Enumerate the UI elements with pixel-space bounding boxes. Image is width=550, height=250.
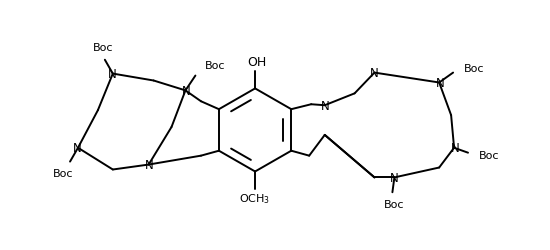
Text: N: N [182, 85, 191, 98]
Text: OH: OH [248, 56, 267, 69]
Text: OCH$_3$: OCH$_3$ [239, 192, 271, 206]
Text: N: N [107, 68, 116, 81]
Text: Boc: Boc [53, 170, 73, 179]
Text: N: N [73, 142, 81, 155]
Text: Boc: Boc [464, 64, 484, 74]
Text: Boc: Boc [205, 61, 226, 71]
Text: Boc: Boc [92, 43, 113, 53]
Text: N: N [450, 142, 459, 155]
Text: N: N [390, 172, 399, 185]
Text: Boc: Boc [478, 151, 499, 161]
Text: N: N [436, 77, 444, 90]
Text: N: N [321, 100, 330, 113]
Text: Boc: Boc [384, 200, 405, 210]
Text: N: N [370, 67, 379, 80]
Text: N: N [145, 159, 154, 172]
